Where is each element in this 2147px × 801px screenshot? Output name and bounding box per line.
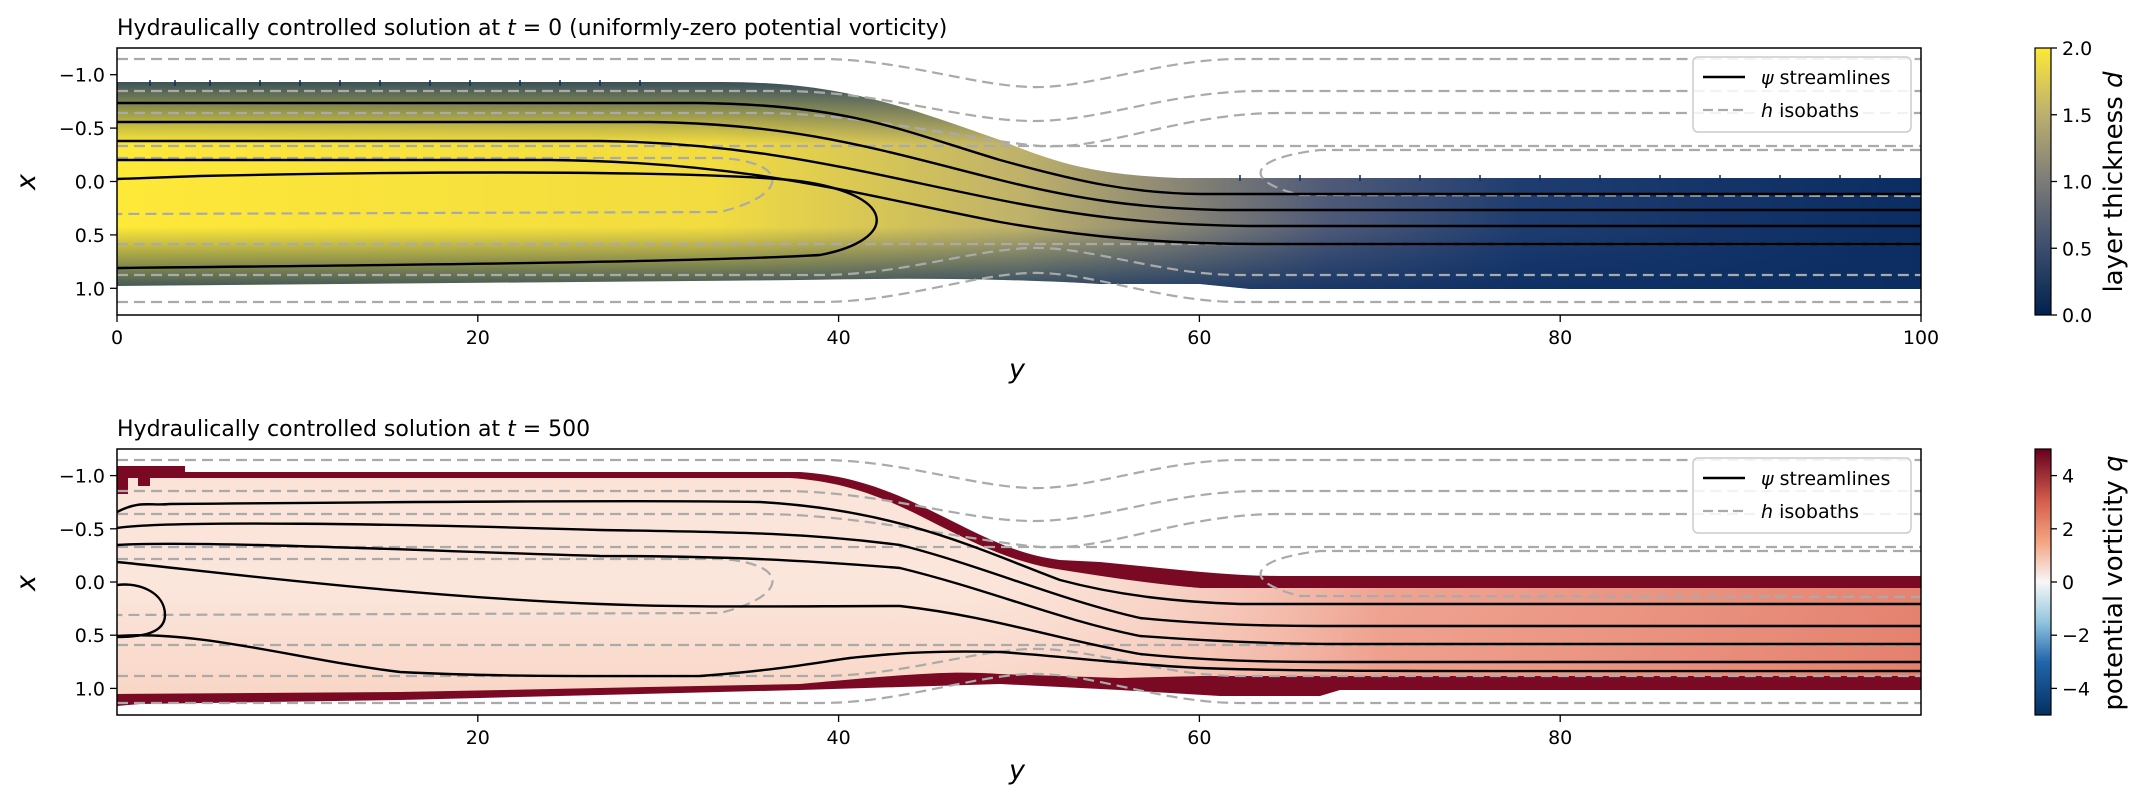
- isobaths-bottom: [117, 458, 1921, 705]
- colorbar-tick-label: 0: [2062, 572, 2074, 594]
- x-tick-label: 80: [1548, 327, 1572, 349]
- isobaths-top: [117, 57, 1921, 304]
- colorbar-pv: [2034, 448, 2052, 716]
- x-tick-label: 100: [1903, 327, 1939, 349]
- isobath: [117, 557, 774, 617]
- isobath: [117, 89, 1921, 123]
- panel-top-title: Hydraulically controlled solution at t =…: [117, 16, 947, 41]
- streamline: [117, 542, 1921, 646]
- colorbar-tick-label: 1.0: [2062, 172, 2092, 194]
- legend-top: ψ streamlines h isobaths: [1692, 56, 1912, 133]
- colorbar-thickness: [2034, 47, 2052, 316]
- x-axis-label-bottom: y: [1008, 755, 1026, 786]
- y-tick-label: −1.0: [59, 65, 105, 87]
- streamline: [117, 101, 1921, 196]
- streamline: [117, 499, 1921, 606]
- panel-bottom: Hydraulically controlled solution at t =…: [11, 417, 2129, 786]
- y-axis-label-top: x: [11, 173, 42, 191]
- streamline: [117, 522, 1921, 628]
- x-tick-label: 20: [466, 727, 490, 749]
- x-tick-label: 60: [1187, 327, 1211, 349]
- colorbar-tick-label: 0.5: [2062, 238, 2092, 260]
- y-tick-label: 1.0: [75, 278, 105, 300]
- isobath: [117, 156, 774, 216]
- legend-label-isobaths: h isobaths: [1761, 501, 1859, 523]
- fluid-interior-tint: [117, 478, 1921, 694]
- x-tick-label: 40: [827, 727, 851, 749]
- colorbar-label-pv: potential vorticity q: [2099, 455, 2129, 710]
- y-tick-label: 0.0: [75, 172, 105, 194]
- legend-box: [1692, 457, 1912, 534]
- streamline: [117, 158, 1921, 246]
- isobath: [1259, 549, 1921, 599]
- colorbar-tick-label: −2: [2062, 625, 2090, 647]
- streamlines-top: [117, 101, 1921, 270]
- fluid-corner-ripples: [117, 466, 150, 494]
- colorbar-tick-label: 2: [2062, 519, 2074, 541]
- x-tick-label: 60: [1187, 727, 1211, 749]
- legend-label-streamlines: ψ streamlines: [1761, 468, 1890, 490]
- panel-bottom-title: Hydraulically controlled solution at t =…: [117, 417, 590, 442]
- y-tick-label: 1.0: [75, 678, 105, 700]
- isobath: [117, 458, 1921, 490]
- streamline: [117, 560, 1921, 664]
- isobath: [117, 246, 1921, 277]
- y-tick-label: −0.5: [59, 118, 105, 140]
- x-tick-label: 80: [1548, 727, 1572, 749]
- x-axis-label-top: y: [1008, 354, 1026, 385]
- isobath: [117, 647, 1921, 678]
- panel-top: Hydraulically controlled solution at t =…: [11, 16, 2129, 385]
- isobath: [1259, 148, 1921, 198]
- colorbar-tick-label: 0.0: [2062, 305, 2092, 327]
- colorbar-tick-label: 4: [2062, 466, 2074, 488]
- x-tick-label: 0: [111, 327, 123, 349]
- legend-label-streamlines: ψ streamlines: [1761, 67, 1890, 89]
- isobath: [117, 57, 1921, 89]
- streamline: [117, 634, 1921, 678]
- y-tick-label: −0.5: [59, 519, 105, 541]
- legend-bottom: ψ streamlines h isobaths: [1692, 457, 1912, 534]
- y-tick-label: 0.0: [75, 572, 105, 594]
- y-tick-label: 0.5: [75, 625, 105, 647]
- fluid-edge-ticks: [149, 80, 1881, 181]
- legend-label-isobaths: h isobaths: [1761, 100, 1859, 122]
- colorbar-tick-label: 2.0: [2062, 38, 2092, 60]
- axis-ticks-top: 0 20 40 60 80 100 −1.0 −0.5 0.0 0.5 1.0: [59, 65, 1939, 349]
- isobath: [117, 271, 1921, 304]
- x-tick-label: 20: [466, 327, 490, 349]
- y-tick-label: −1.0: [59, 466, 105, 488]
- legend-box: [1692, 56, 1912, 133]
- streamlines-bottom: [117, 499, 1921, 678]
- streamline: [117, 171, 878, 270]
- colorbar-tick-label: 1.5: [2062, 105, 2092, 127]
- y-axis-label-bottom: x: [11, 574, 42, 592]
- colorbar-tick-label: −4: [2062, 678, 2090, 700]
- axis-ticks-bottom: 20 40 60 80 −1.0 −0.5 0.0 0.5 1.0: [59, 466, 1572, 749]
- colorbar-ticks-bottom: −4 −2 0 2 4: [2051, 466, 2090, 700]
- isobath: [117, 672, 1921, 705]
- streamline: [117, 139, 1921, 228]
- y-tick-label: 0.5: [75, 225, 105, 247]
- streamline: [117, 120, 1921, 212]
- x-tick-label: 40: [827, 327, 851, 349]
- colorbar-ticks-top: 0.0 0.5 1.0 1.5 2.0: [2051, 38, 2092, 327]
- colorbar-label-thickness: layer thickness d: [2099, 71, 2129, 293]
- isobath: [117, 489, 1921, 523]
